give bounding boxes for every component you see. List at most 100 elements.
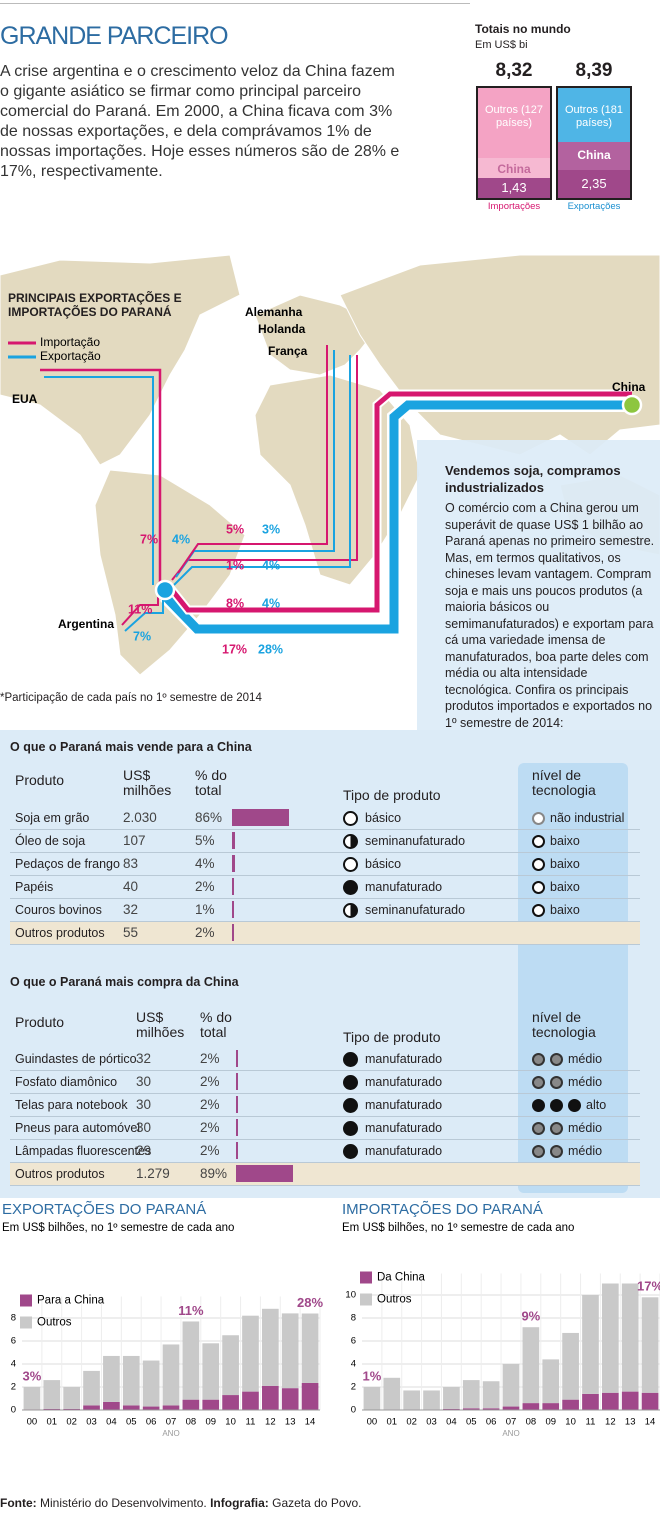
bar	[621, 1391, 639, 1410]
import-share: 11%	[128, 602, 152, 616]
value: 40	[123, 879, 139, 894]
type-icon	[343, 1144, 358, 1159]
title: GRANDE PARCEIRO	[0, 22, 229, 50]
x-tick-label: 09	[205, 1417, 216, 1428]
column-header: US$ milhões	[123, 767, 172, 798]
annotation: 1%	[363, 1368, 382, 1383]
x-tick-label: 10	[225, 1417, 236, 1428]
bar	[502, 1406, 520, 1410]
bar	[641, 1297, 659, 1393]
x-tick-label: 08	[526, 1417, 537, 1428]
row	[10, 1071, 640, 1094]
product-type: manufaturado	[365, 1052, 443, 1066]
x-tick-label: 07	[166, 1417, 177, 1428]
tech-level: baixo	[550, 834, 580, 848]
pct-label: 89%	[200, 1166, 228, 1181]
sidebar-title: Vendemos soja, compramos industrializado…	[445, 463, 621, 495]
x-tick-label: 10	[565, 1417, 576, 1428]
x-tick-label: 01	[47, 1417, 58, 1428]
bar	[462, 1380, 480, 1409]
type-icon	[343, 857, 358, 872]
bar	[443, 1408, 460, 1410]
bar	[522, 1403, 540, 1410]
x-tick-label: 04	[446, 1417, 457, 1428]
bar	[222, 1335, 239, 1396]
tech-level: médio	[568, 1052, 603, 1066]
bar	[122, 1405, 140, 1410]
value: 30	[136, 1074, 152, 1089]
product-type: manufaturado	[365, 1121, 443, 1135]
x-tick-label: 12	[265, 1417, 276, 1428]
bar	[582, 1393, 599, 1410]
x-tick-label: 01	[387, 1417, 398, 1428]
pct-bar	[232, 855, 235, 872]
type-icon	[343, 1121, 358, 1136]
total-value: 8,32	[495, 60, 533, 81]
product: Outros produtos	[15, 926, 105, 940]
legend-swatch	[360, 1271, 372, 1284]
legend-swatch	[20, 1294, 32, 1307]
x-tick-label: 05	[126, 1417, 137, 1428]
bar	[423, 1390, 440, 1410]
bar	[43, 1380, 61, 1409]
product-type: manufaturado	[365, 1144, 443, 1158]
x-tick-label: 14	[305, 1417, 316, 1428]
bar	[443, 1387, 460, 1409]
bar	[222, 1395, 239, 1410]
product: Lâmpadas fluorescentes	[15, 1144, 152, 1158]
row	[10, 1163, 640, 1186]
bar	[261, 1385, 279, 1410]
tech-icon	[532, 812, 545, 825]
tech-column	[518, 763, 628, 1193]
y-tick-label: 0	[11, 1405, 16, 1416]
credit-label: Infografia:	[210, 1496, 269, 1510]
bar	[562, 1399, 579, 1410]
tech-icon	[532, 858, 545, 871]
bar	[621, 1283, 639, 1392]
product: Fosfato diamônico	[15, 1075, 118, 1089]
country-label: Argentina	[58, 617, 114, 631]
product-type: básico	[365, 857, 402, 871]
chart-title: EXPORTAÇÕES DO PARANÁ	[2, 1201, 206, 1218]
pct-label: 2%	[200, 1143, 220, 1158]
value: 29	[136, 1143, 152, 1158]
legend-label: Outros	[37, 1317, 72, 1329]
value: 83	[123, 856, 139, 871]
bar	[502, 1364, 520, 1407]
value: 32	[123, 902, 139, 917]
pct-bar	[232, 878, 234, 895]
x-tick-label: 06	[146, 1417, 157, 1428]
bar	[23, 1387, 41, 1410]
credit: Gazeta do Povo.	[272, 1496, 362, 1510]
x-tick-label: 08	[186, 1417, 197, 1428]
bar	[142, 1406, 160, 1410]
x-tick-label: 13	[625, 1417, 636, 1428]
country-label: Holanda	[258, 322, 306, 336]
bar	[83, 1370, 100, 1406]
bar	[582, 1295, 599, 1394]
x-tick-label: 04	[106, 1417, 117, 1428]
product: Couros bovinos	[15, 903, 102, 917]
x-tick-label: 00	[367, 1417, 378, 1428]
x-tick-label: 14	[645, 1417, 656, 1428]
product-type: seminanufaturado	[365, 834, 466, 848]
row	[10, 1140, 640, 1163]
export-share: 4%	[262, 558, 280, 572]
legend-label: Para a China	[37, 1295, 105, 1307]
bar	[202, 1343, 220, 1400]
tech-level: médio	[568, 1121, 603, 1135]
row	[10, 853, 640, 876]
x-axis-title: ANO	[502, 1429, 519, 1438]
tech-level: baixo	[550, 880, 580, 894]
tech-icon	[532, 835, 545, 848]
x-tick-label: 09	[545, 1417, 556, 1428]
product-type: manufaturado	[365, 880, 443, 894]
bar	[242, 1391, 259, 1410]
product-type: manufaturado	[365, 1098, 443, 1112]
tech-icon	[532, 1099, 545, 1112]
china-value: 1,43	[478, 178, 550, 198]
bar	[43, 1408, 61, 1410]
column-header: US$ milhões	[136, 1009, 185, 1040]
